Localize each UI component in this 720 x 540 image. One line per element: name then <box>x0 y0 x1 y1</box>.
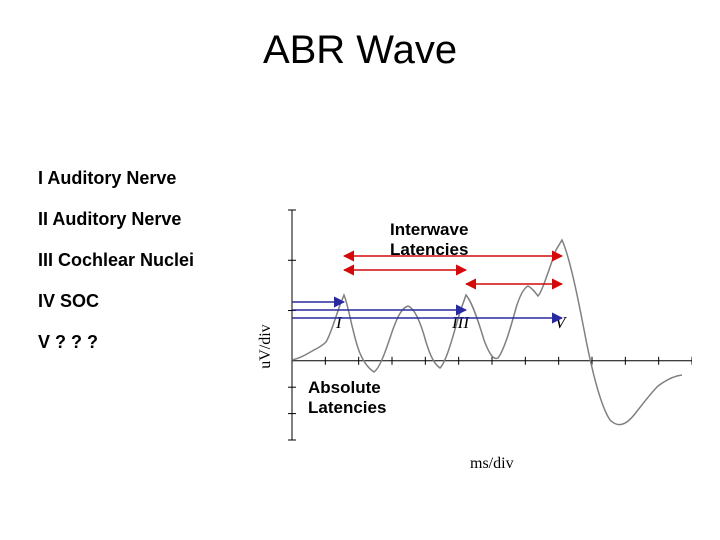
wave-list: I Auditory Nerve II Auditory Nerve III C… <box>38 168 194 373</box>
svg-text:ms/div: ms/div <box>470 455 514 472</box>
list-item: II Auditory Nerve <box>38 209 194 230</box>
svg-text:I: I <box>335 313 343 332</box>
list-item: V ? ? ? <box>38 332 194 353</box>
svg-text:III: III <box>451 313 470 332</box>
list-item: I Auditory Nerve <box>38 168 194 189</box>
list-item: III Cochlear Nuclei <box>38 250 194 271</box>
slide: ABR Wave I Auditory Nerve II Auditory Ne… <box>0 0 720 540</box>
list-item: IV SOC <box>38 291 194 312</box>
svg-text:uV/div: uV/div <box>257 324 274 368</box>
absolute-label: Absolute Latencies <box>308 378 428 417</box>
slide-title: ABR Wave <box>0 28 720 73</box>
svg-text:V: V <box>555 313 568 332</box>
interwave-label: Interwave Latencies <box>390 220 510 259</box>
